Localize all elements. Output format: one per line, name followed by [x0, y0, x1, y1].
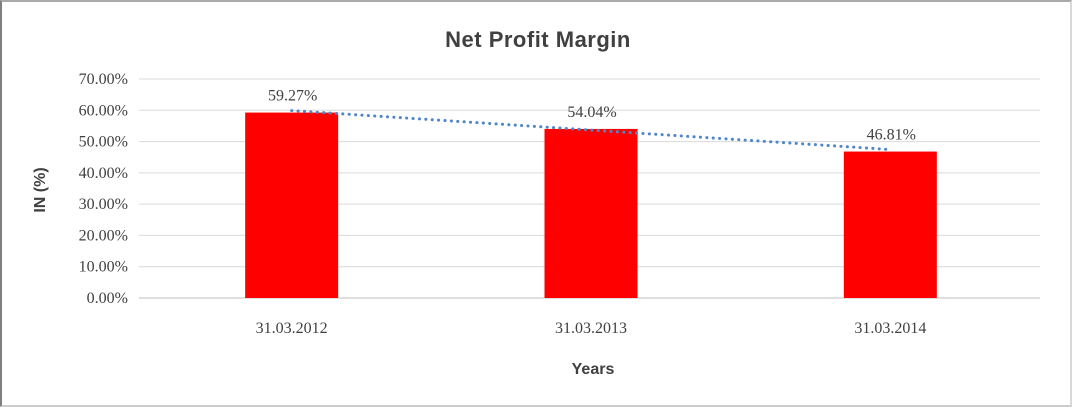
data-label: 59.27%: [268, 88, 317, 105]
trendline: [290, 109, 892, 152]
y-tick-label: 60.00%: [79, 102, 128, 119]
y-tick-label: 50.00%: [79, 134, 128, 151]
y-tick-label: 0.00%: [87, 290, 128, 307]
x-tick-label: 31.03.2013: [555, 320, 627, 337]
y-tick-label: 10.00%: [79, 259, 128, 276]
y-tick-label: 40.00%: [79, 165, 128, 182]
x-tick-label: 31.03.2014: [854, 320, 926, 337]
y-tick-label: 70.00%: [79, 71, 128, 88]
x-tick-label: 31.03.2012: [256, 320, 328, 337]
x-axis-title: Years: [571, 361, 615, 378]
data-label: 54.04%: [567, 104, 616, 121]
bar-31.03.2013: [544, 128, 638, 298]
bar-31.03.2012: [245, 112, 339, 298]
bar-31.03.2014: [843, 151, 937, 298]
y-tick-label: 30.00%: [79, 196, 128, 213]
data-label: 46.81%: [867, 127, 916, 144]
y-tick-label: 20.00%: [79, 227, 128, 244]
chart-title: Net Profit Margin: [445, 27, 631, 52]
